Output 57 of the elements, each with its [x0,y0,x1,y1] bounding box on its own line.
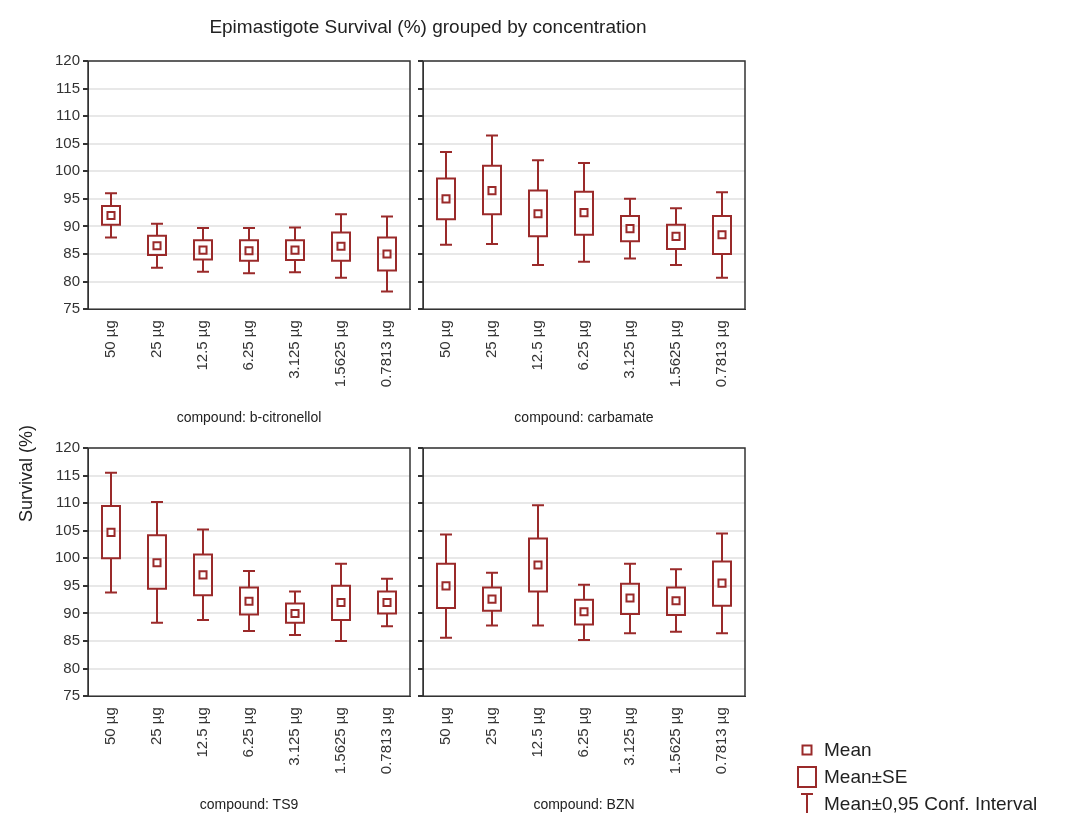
y-tick-label: 110 [56,106,80,124]
x-tick-label: 12.5 µg [528,707,546,758]
x-tick-label: 0.7813 µg [377,707,395,775]
x-tick-label: 0.7813 µg [712,320,730,388]
y-axis-title: Survival (%) [15,424,37,524]
y-tick-label: 85 [63,631,80,649]
x-tick-label: 6.25 µg [574,320,592,371]
x-tick-label: 12.5 µg [193,707,211,758]
x-tick-label: 1.5625 µg [666,707,684,775]
y-tick-label: 85 [63,244,80,262]
x-tick-label: 25 µg [147,707,165,746]
x-tick-label: 3.125 µg [285,320,303,379]
x-tick-label: 6.25 µg [239,320,257,371]
x-tick-label: 3.125 µg [620,707,638,766]
y-tick-label: 90 [63,216,80,234]
x-tick-label: 1.5625 µg [331,320,349,388]
y-tick-label: 110 [56,493,80,511]
x-tick-label: 12.5 µg [528,320,546,371]
y-tick-label: 100 [54,161,80,179]
x-tick-label: 25 µg [482,707,500,746]
x-axis-title: compound: TS9 [199,796,299,813]
y-tick-label: 105 [54,520,80,538]
y-tick-label: 80 [63,271,80,289]
x-tick-label: 12.5 µg [193,320,211,371]
y-tick-label: 115 [56,465,80,483]
x-axis-title: compound: carbamate [514,409,654,426]
x-axis-title: compound: b-citronellol [176,409,322,426]
chart-title: Epimastigote Survival (%) grouped by concentration [208,16,648,38]
x-axis-title: compound: BZN [533,796,635,813]
text: Mean±SE [824,765,908,788]
x-tick-label: 0.7813 µg [712,707,730,775]
x-tick-label: 3.125 µg [620,320,638,379]
y-tick-label: 80 [63,658,80,676]
x-tick-label: 1.5625 µg [666,320,684,388]
x-tick-label: 50 µg [101,707,119,746]
x-tick-label: 50 µg [436,320,454,359]
y-tick-label: 120 [54,51,80,69]
y-tick-label: 75 [63,686,80,704]
x-tick-label: 6.25 µg [239,707,257,758]
text: Mean [824,738,872,761]
x-tick-label: 6.25 µg [574,707,592,758]
x-tick-label: 50 µg [101,320,119,359]
text: Mean±0,95 Conf. Interval [824,792,1038,813]
y-tick-label: 95 [63,189,80,207]
y-tick-label: 105 [54,133,80,151]
y-tick-label: 115 [56,78,80,96]
x-tick-label: 25 µg [147,320,165,359]
x-tick-label: 50 µg [436,707,454,746]
y-tick-label: 95 [63,576,80,594]
y-tick-label: 120 [54,438,80,456]
x-tick-label: 25 µg [482,320,500,359]
y-tick-label: 100 [54,548,80,566]
x-tick-label: 3.125 µg [285,707,303,766]
x-tick-label: 0.7813 µg [377,320,395,388]
x-tick-label: 1.5625 µg [331,707,349,775]
y-tick-label: 90 [63,603,80,621]
y-tick-label: 75 [63,299,80,317]
